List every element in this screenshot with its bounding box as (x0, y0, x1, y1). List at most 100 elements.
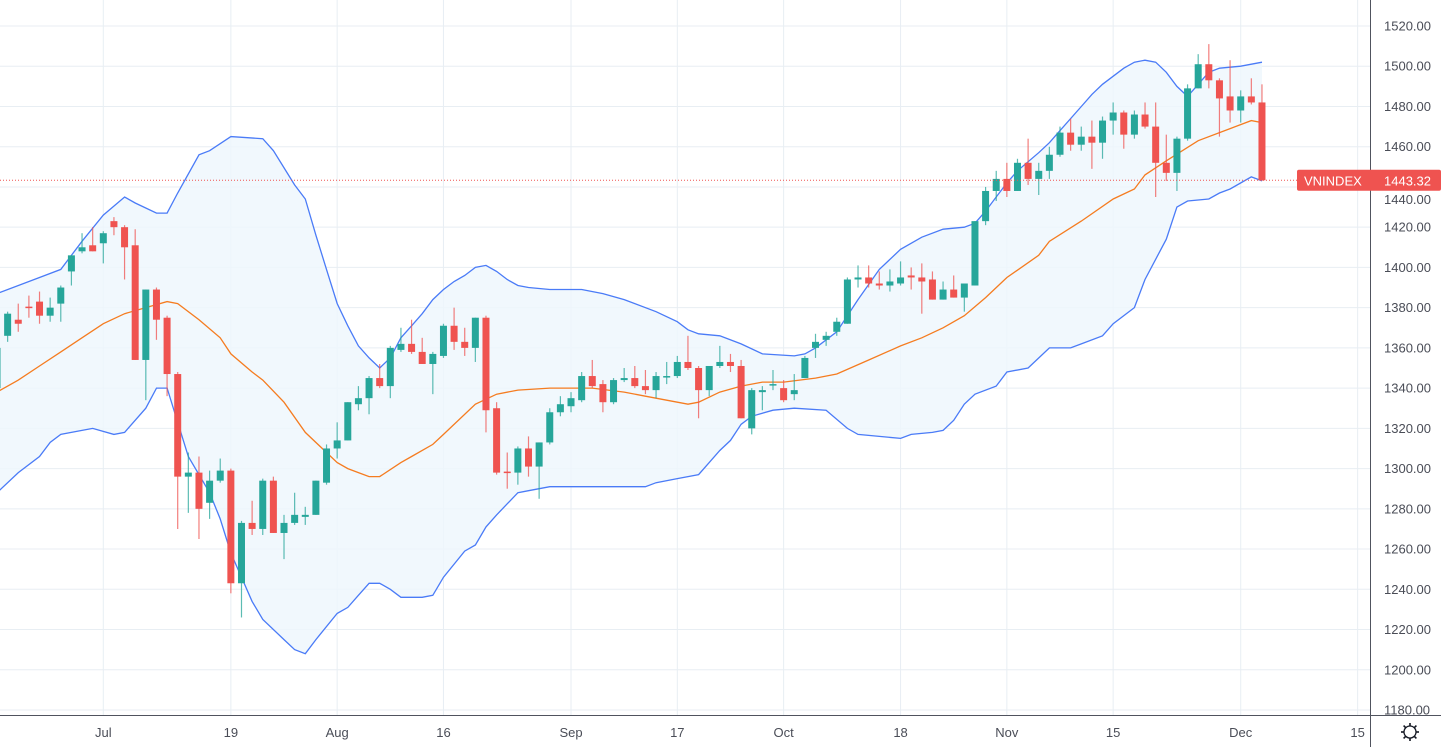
candle[interactable] (0, 344, 1, 396)
candle[interactable] (4, 311, 12, 342)
candle[interactable] (184, 452, 192, 513)
candle[interactable] (652, 372, 660, 399)
candle[interactable] (503, 452, 511, 489)
candle[interactable] (1130, 110, 1138, 139)
candle[interactable] (14, 303, 22, 332)
candle[interactable] (907, 267, 915, 290)
candle[interactable] (641, 370, 649, 395)
candle[interactable] (769, 370, 777, 391)
candle[interactable] (812, 333, 820, 358)
candle[interactable] (25, 295, 33, 318)
candle[interactable] (1258, 84, 1266, 181)
candle[interactable] (716, 345, 724, 368)
candle[interactable] (1215, 78, 1223, 137)
candle[interactable] (333, 422, 341, 459)
candle[interactable] (206, 470, 214, 519)
candle[interactable] (1152, 102, 1160, 197)
candle[interactable] (259, 478, 267, 535)
candle[interactable] (971, 221, 979, 286)
candle[interactable] (227, 468, 235, 594)
candle[interactable] (801, 355, 809, 379)
candle[interactable] (1162, 134, 1170, 181)
candle[interactable] (780, 380, 788, 403)
candle[interactable] (748, 388, 756, 435)
candle[interactable] (1003, 162, 1011, 197)
candle[interactable] (1045, 146, 1053, 179)
candle[interactable] (344, 402, 352, 441)
candle[interactable] (36, 291, 44, 324)
candle[interactable] (1141, 102, 1149, 129)
candle[interactable] (684, 335, 692, 371)
candle[interactable] (865, 265, 873, 288)
candle[interactable] (567, 392, 575, 413)
candle[interactable] (1205, 44, 1213, 89)
candle[interactable] (99, 231, 107, 264)
candle[interactable] (1194, 54, 1202, 89)
candle[interactable] (110, 217, 118, 236)
candle[interactable] (386, 345, 394, 399)
candle[interactable] (695, 365, 703, 419)
price-axis[interactable]: 1520.00 1500.00 1480.00 1460.00 1440.00 1420.… (1384, 19, 1431, 718)
candle[interactable] (57, 285, 65, 322)
candle[interactable] (918, 263, 926, 314)
candle[interactable] (418, 337, 426, 364)
candle[interactable] (312, 480, 320, 515)
candle[interactable] (939, 281, 947, 300)
candle[interactable] (121, 225, 129, 280)
candle[interactable] (89, 227, 97, 252)
candle[interactable] (982, 186, 990, 226)
candle[interactable] (131, 229, 139, 360)
candle[interactable] (1088, 120, 1096, 169)
candle[interactable] (450, 307, 458, 350)
candle[interactable] (822, 331, 830, 346)
candle[interactable] (1120, 110, 1128, 149)
candle[interactable] (1247, 78, 1255, 105)
candle[interactable] (535, 442, 543, 499)
candle[interactable] (886, 269, 894, 292)
candle[interactable] (1056, 126, 1064, 157)
candle[interactable] (471, 317, 479, 362)
candle[interactable] (599, 380, 607, 413)
candle[interactable] (354, 386, 362, 411)
candle[interactable] (631, 365, 639, 389)
candle[interactable] (843, 277, 851, 324)
candle[interactable] (1099, 116, 1107, 159)
candle[interactable] (429, 351, 437, 395)
candle[interactable] (737, 359, 745, 419)
candle[interactable] (875, 271, 883, 290)
candle[interactable] (854, 265, 862, 288)
candle[interactable] (928, 271, 936, 300)
candle[interactable] (1184, 84, 1192, 141)
candle[interactable] (1109, 102, 1117, 135)
candle[interactable] (67, 255, 75, 286)
candle[interactable] (195, 456, 203, 539)
candle[interactable] (1173, 136, 1181, 191)
candle[interactable] (960, 283, 968, 312)
candle[interactable] (514, 446, 522, 485)
candle[interactable] (610, 378, 618, 405)
candle[interactable] (1035, 162, 1043, 195)
candle[interactable] (673, 355, 681, 379)
candle[interactable] (833, 317, 841, 336)
candle[interactable] (152, 287, 160, 340)
candle[interactable] (46, 297, 54, 322)
candle[interactable] (588, 359, 596, 389)
candle[interactable] (620, 368, 628, 383)
gear-icon[interactable] (1401, 723, 1419, 741)
candle[interactable] (1013, 158, 1021, 191)
candle[interactable] (663, 361, 671, 385)
candle[interactable] (1024, 138, 1032, 185)
candle[interactable] (248, 500, 256, 535)
candle[interactable] (280, 514, 288, 560)
candle[interactable] (269, 476, 277, 533)
candle[interactable] (493, 402, 501, 475)
candle[interactable] (174, 372, 182, 529)
candle[interactable] (397, 327, 405, 352)
candle[interactable] (408, 319, 416, 354)
candle[interactable] (291, 492, 299, 525)
candle[interactable] (301, 506, 309, 525)
candle[interactable] (525, 436, 532, 477)
candle[interactable] (1067, 118, 1075, 151)
candle[interactable] (1077, 126, 1085, 151)
